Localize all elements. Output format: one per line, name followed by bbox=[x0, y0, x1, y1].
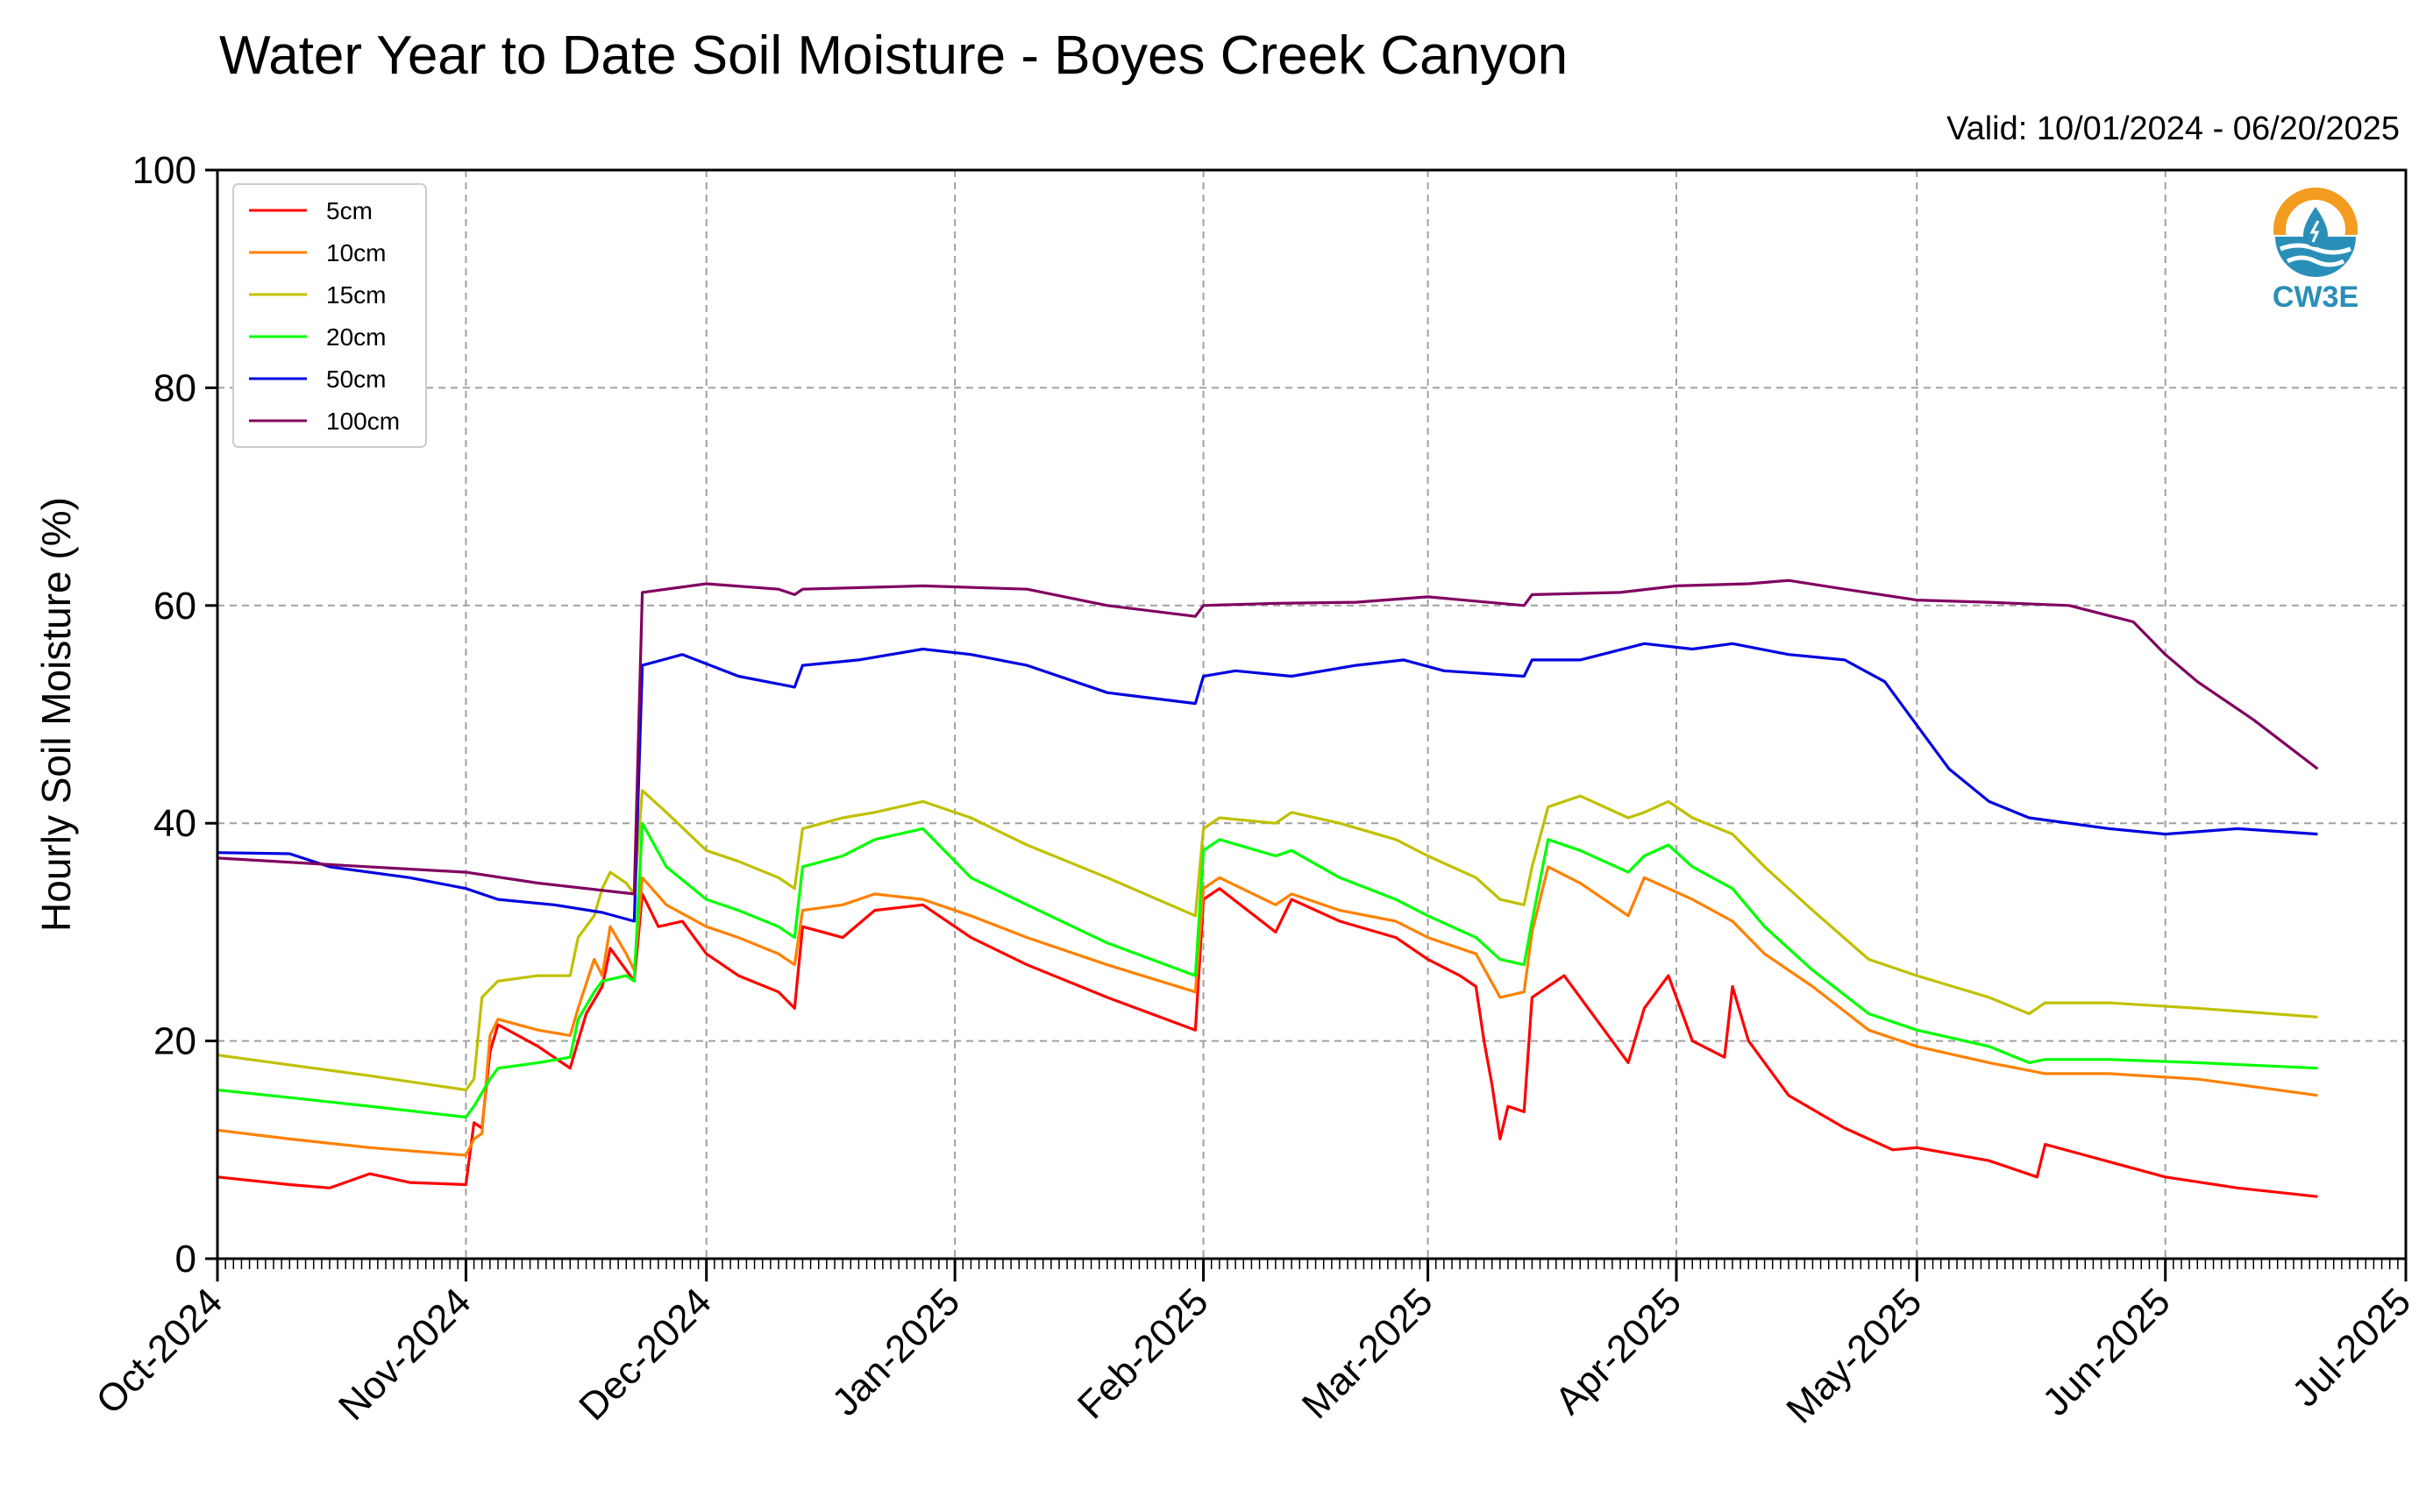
x-minor-ticks bbox=[217, 1259, 2407, 1269]
cw3e-logo: CW3E bbox=[2272, 188, 2359, 314]
grid bbox=[217, 170, 2406, 1259]
chart-title: Water Year to Date Soil Moisture - Boyes… bbox=[219, 25, 1569, 86]
x-tick-label: Jun-2025 bbox=[2034, 1280, 2178, 1423]
x-tick-label: Jul-2025 bbox=[2284, 1280, 2419, 1415]
legend-label-5cm: 5cm bbox=[326, 197, 373, 224]
y-tick-label: 0 bbox=[175, 1238, 196, 1281]
legend-label-50cm: 50cm bbox=[326, 366, 386, 393]
series-line-15cm bbox=[217, 789, 2318, 1092]
x-tick-label: Feb-2025 bbox=[1070, 1280, 1217, 1427]
y-tick-label: 60 bbox=[153, 585, 196, 628]
x-tick-label: Mar-2025 bbox=[1294, 1280, 1441, 1427]
valid-date-range: Valid: 10/01/2024 - 06/20/2025 bbox=[1946, 110, 2400, 147]
water-drop-logo-icon bbox=[2272, 188, 2359, 277]
y-tick-label: 20 bbox=[153, 1020, 196, 1063]
x-tick-label: Dec-2024 bbox=[571, 1280, 720, 1429]
series-lines bbox=[217, 579, 2319, 1198]
legend-label-15cm: 15cm bbox=[326, 281, 386, 309]
x-tick-label: Oct-2024 bbox=[88, 1280, 231, 1423]
legend[interactable]: 5cm 10cm 15cm 20cm 50cm 100cm bbox=[232, 183, 427, 448]
x-tick-label: Apr-2025 bbox=[1547, 1280, 1690, 1423]
legend-label-10cm: 10cm bbox=[326, 239, 386, 266]
x-axis: Oct-2024 Nov-2024 Dec-2024 Jan-2025 Feb-2025… bbox=[88, 1259, 2419, 1431]
series-line-100cm bbox=[217, 579, 2319, 896]
series-line-10cm bbox=[217, 865, 2318, 1157]
series-line-20cm bbox=[217, 821, 2318, 1119]
x-tick-label: Nov-2024 bbox=[331, 1280, 480, 1429]
y-axis-label: Hourly Soil Moisture (%) bbox=[33, 497, 79, 932]
y-tick-label: 100 bbox=[132, 149, 196, 192]
x-tick-label: May-2025 bbox=[1778, 1280, 1930, 1431]
legend-label-100cm: 100cm bbox=[326, 408, 400, 435]
legend-box bbox=[232, 183, 427, 448]
y-tick-label: 40 bbox=[153, 802, 196, 845]
x-tick-label: Jan-2025 bbox=[824, 1280, 968, 1423]
y-tick-label: 80 bbox=[153, 366, 196, 409]
plot-frame bbox=[216, 168, 2408, 1260]
y-axis: 0 20 40 60 80 100 bbox=[132, 149, 217, 1281]
logo-text: CW3E bbox=[2273, 280, 2358, 314]
series-line-50cm bbox=[217, 642, 2318, 923]
series-line-5cm bbox=[217, 887, 2318, 1198]
legend-label-20cm: 20cm bbox=[326, 323, 386, 351]
